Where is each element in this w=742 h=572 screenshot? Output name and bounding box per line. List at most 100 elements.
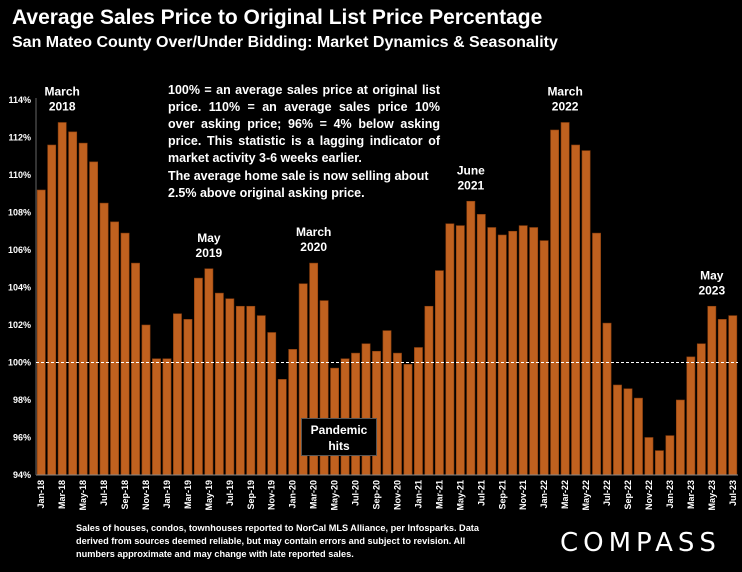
- y-tick-label: 106%: [8, 245, 31, 255]
- x-tick-label: Jul-22: [602, 480, 612, 506]
- bar: [675, 399, 685, 476]
- bar: [602, 322, 612, 476]
- bar: [414, 347, 423, 476]
- y-tick-label: 104%: [8, 283, 31, 293]
- bar: [497, 234, 507, 476]
- bar: [288, 349, 298, 476]
- x-tick-label: Jul-20: [351, 480, 361, 506]
- y-tick-label: 96%: [13, 433, 31, 443]
- bar: [246, 305, 256, 476]
- bar: [560, 122, 570, 476]
- x-tick-label: Sep-19: [246, 480, 256, 510]
- x-tick-label: Jul-19: [225, 480, 235, 506]
- x-tick-label: Jan-18: [36, 480, 46, 509]
- x-tick-label: Jan-22: [539, 480, 549, 509]
- bar: [256, 315, 266, 476]
- bar: [340, 358, 350, 476]
- bar: [120, 232, 130, 476]
- x-tick-label: Sep-21: [497, 480, 507, 510]
- bar: [508, 230, 518, 476]
- bar: [78, 142, 88, 476]
- bar: [707, 305, 717, 476]
- bar: [696, 343, 706, 476]
- peak-annotation: March 2020: [296, 225, 331, 254]
- bar: [141, 324, 151, 476]
- x-tick-label: Sep-22: [623, 480, 633, 510]
- bar: [382, 330, 392, 476]
- peak-annotation: June 2021: [457, 163, 485, 192]
- bar: [351, 352, 360, 476]
- x-tick-label: Nov-20: [392, 480, 402, 510]
- bar: [445, 223, 455, 476]
- bar: [214, 292, 224, 476]
- y-tick-label: 110%: [8, 170, 31, 180]
- bar: [550, 129, 560, 476]
- bar: [728, 315, 738, 476]
- chart-title: Average Sales Price to Original List Pri…: [12, 6, 543, 29]
- bar: [644, 437, 654, 476]
- peak-annotation: March 2018: [45, 85, 80, 114]
- x-tick-label: Jan-21: [413, 480, 423, 509]
- x-tick-label: Mar-23: [686, 480, 696, 509]
- peak-annotation: May 2019: [196, 231, 223, 260]
- chart-subtitle: San Mateo County Over/Under Bidding: Mar…: [12, 34, 558, 51]
- x-tick-label: Mar-19: [183, 480, 193, 509]
- x-tick-label: Jul-18: [99, 480, 109, 506]
- bar: [539, 240, 549, 476]
- y-tick-label: 112%: [8, 133, 31, 143]
- peak-annotation: March 2022: [547, 85, 582, 114]
- y-tick-label: 98%: [13, 395, 31, 405]
- bar: [235, 305, 245, 476]
- bar: [487, 227, 497, 476]
- y-tick-label: 108%: [8, 208, 31, 218]
- bar: [173, 313, 182, 476]
- x-tick-label: May-23: [707, 480, 717, 511]
- x-tick-label: Nov-22: [644, 480, 654, 510]
- bar: [57, 122, 67, 476]
- current-note: The average home sale is now selling abo…: [168, 169, 429, 200]
- bar: [47, 144, 57, 476]
- bar: [403, 364, 413, 476]
- bar: [581, 150, 591, 476]
- bar: [476, 214, 486, 476]
- bar: [131, 262, 140, 476]
- x-tick-label: Mar-18: [57, 480, 67, 509]
- bar: [89, 161, 99, 476]
- x-tick-label: Nov-21: [518, 480, 528, 510]
- x-tick-label: May-19: [204, 480, 214, 511]
- bar: [267, 332, 277, 476]
- bar: [518, 225, 528, 476]
- bar: [455, 225, 465, 476]
- bar: [225, 298, 235, 476]
- x-tick-label: Jan-20: [288, 480, 298, 509]
- bar: [68, 131, 78, 476]
- x-tick-label: May-22: [581, 480, 591, 511]
- pandemic-label: Pandemic hits: [310, 423, 368, 453]
- x-tick-label: Mar-21: [434, 480, 444, 509]
- bar: [655, 450, 664, 476]
- x-tick-label: Jan-19: [162, 480, 172, 509]
- y-tick-label: 114%: [8, 95, 31, 105]
- bar: [393, 352, 402, 476]
- bar: [634, 397, 643, 476]
- x-tick-label: Mar-20: [309, 480, 319, 509]
- pandemic-label-box: Pandemic hits: [301, 418, 377, 456]
- y-tick-label: 102%: [8, 320, 31, 330]
- definition-note: 100% = an average sales price at origina…: [168, 83, 440, 165]
- bar: [372, 350, 381, 476]
- bar: [99, 202, 109, 476]
- bar: [194, 277, 203, 476]
- compass-logo: COMPASS: [560, 528, 721, 558]
- bar: [665, 435, 675, 476]
- bar: [466, 200, 476, 476]
- bar: [435, 270, 444, 476]
- y-tick-label: 100%: [8, 358, 31, 368]
- y-tick-label: 94%: [13, 470, 31, 480]
- x-tick-label: May-20: [330, 480, 340, 511]
- bar: [183, 319, 193, 476]
- bar: [717, 319, 727, 476]
- x-tick-label: Mar-22: [560, 480, 570, 509]
- x-tick-label: Jul-21: [476, 480, 486, 506]
- x-tick-label: May-18: [78, 480, 88, 511]
